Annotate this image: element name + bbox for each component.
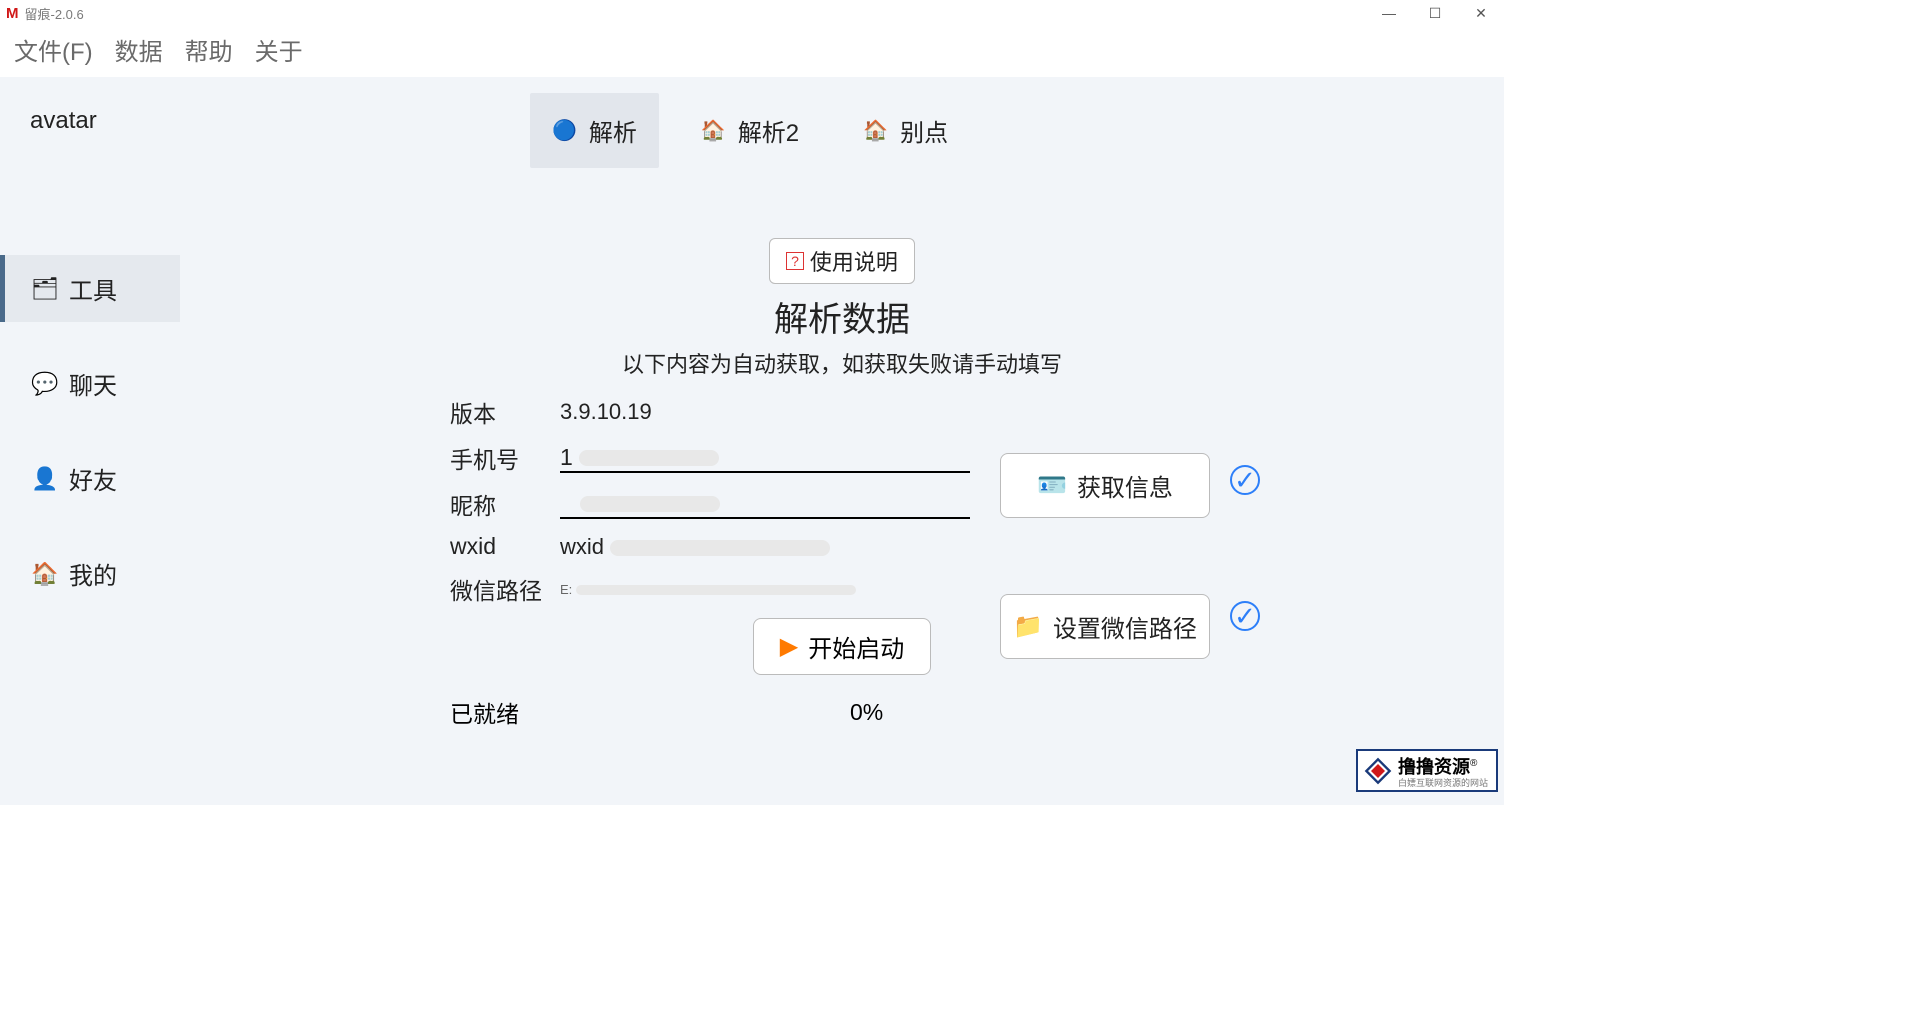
app-icon: M: [6, 5, 19, 22]
home-icon: 🏠: [31, 561, 57, 587]
wxid-label: wxid: [450, 533, 560, 560]
sidebar-item-friends[interactable]: 👤 好友: [0, 445, 180, 512]
sidebar-item-label: 聊天: [69, 366, 117, 401]
status-row: 已就绪 0%: [450, 695, 1504, 729]
help-button[interactable]: ? 使用说明: [769, 238, 915, 284]
play-icon: ▶: [780, 632, 798, 661]
nick-label: 昵称: [450, 487, 560, 521]
avatar-label: avatar: [0, 101, 180, 135]
tab-parse2[interactable]: 🏠 解析2: [679, 93, 821, 168]
help-button-label: 使用说明: [810, 245, 898, 277]
tab-label: 解析: [589, 113, 637, 148]
dont-click-icon: 🏠: [863, 118, 888, 143]
tab-label: 别点: [900, 113, 948, 148]
tools-icon: 🗂: [31, 276, 57, 302]
status-label: 已就绪: [450, 695, 850, 729]
parse2-icon: 🏠: [701, 118, 726, 143]
parse-icon: 🔵: [552, 118, 577, 143]
path-label: 微信路径: [450, 572, 560, 606]
phone-label: 手机号: [450, 441, 560, 475]
sidebar-item-tools[interactable]: 🗂 工具: [0, 255, 180, 322]
sidebar-item-label: 好友: [69, 461, 117, 496]
tab-dont-click[interactable]: 🏠 别点: [841, 93, 970, 168]
tab-label: 解析2: [738, 113, 799, 148]
set-path-label: 设置微信路径: [1053, 609, 1197, 644]
watermark-sub: 白嫖互联网资源的网站: [1398, 779, 1488, 788]
version-value: 3.9.10.19: [560, 399, 1230, 425]
maximize-button[interactable]: ☐: [1412, 0, 1458, 26]
menu-about[interactable]: 关于: [255, 32, 303, 67]
redacted: [610, 540, 830, 556]
tab-parse[interactable]: 🔵 解析: [530, 93, 659, 168]
get-info-label: 获取信息: [1077, 468, 1173, 503]
redacted: [579, 450, 719, 466]
progress-text: 0%: [850, 699, 883, 726]
sidebar-item-mine[interactable]: 🏠 我的: [0, 540, 180, 607]
start-label: 开始启动: [808, 629, 904, 664]
get-info-button[interactable]: 🪪 获取信息: [1000, 453, 1210, 518]
redacted: [576, 585, 856, 595]
folder-icon: 📁: [1013, 612, 1043, 641]
check-icon: ✓: [1230, 601, 1260, 631]
minimize-button[interactable]: —: [1366, 0, 1412, 26]
menu-help[interactable]: 帮助: [185, 32, 233, 67]
redacted: [580, 496, 720, 512]
start-button[interactable]: ▶ 开始启动: [753, 618, 931, 675]
close-button[interactable]: ✕: [1458, 0, 1504, 26]
main-panel: 🔵 解析 🏠 解析2 🏠 别点 ? 使用说明 解析数据 以下内容为自动获取，如获…: [180, 77, 1504, 805]
watermark: 撸撸资源® 白嫖互联网资源的网站: [1356, 749, 1498, 792]
section-title: 解析数据: [180, 292, 1504, 341]
chat-icon: 💬: [31, 371, 57, 397]
fingerprint-icon: 🪪: [1037, 471, 1067, 500]
titlebar: M 留痕-2.0.6 — ☐ ✕: [0, 0, 1504, 26]
watermark-main: 撸撸资源®: [1398, 757, 1477, 777]
menu-data[interactable]: 数据: [115, 32, 163, 67]
sidebar-item-label: 我的: [69, 556, 117, 591]
path-value: E:: [560, 582, 572, 597]
section-subtitle: 以下内容为自动获取，如获取失败请手动填写: [180, 347, 1504, 379]
sidebar-item-chat[interactable]: 💬 聊天: [0, 350, 180, 417]
tabs: 🔵 解析 🏠 解析2 🏠 别点: [530, 93, 1504, 168]
check-icon: ✓: [1230, 465, 1260, 495]
window-title: 留痕-2.0.6: [25, 4, 84, 23]
question-icon: ?: [786, 252, 804, 270]
wxid-value: wxid: [560, 534, 604, 559]
sidebar-item-label: 工具: [69, 271, 117, 306]
phone-value[interactable]: 1: [560, 444, 573, 470]
watermark-logo-icon: [1364, 757, 1392, 785]
set-path-button[interactable]: 📁 设置微信路径: [1000, 594, 1210, 659]
version-label: 版本: [450, 395, 560, 429]
menubar: 文件(F) 数据 帮助 关于: [0, 26, 1504, 77]
sidebar: avatar 🗂 工具 💬 聊天 👤 好友 🏠 我的: [0, 77, 180, 805]
menu-file[interactable]: 文件(F): [14, 32, 93, 67]
friends-icon: 👤: [31, 466, 57, 492]
